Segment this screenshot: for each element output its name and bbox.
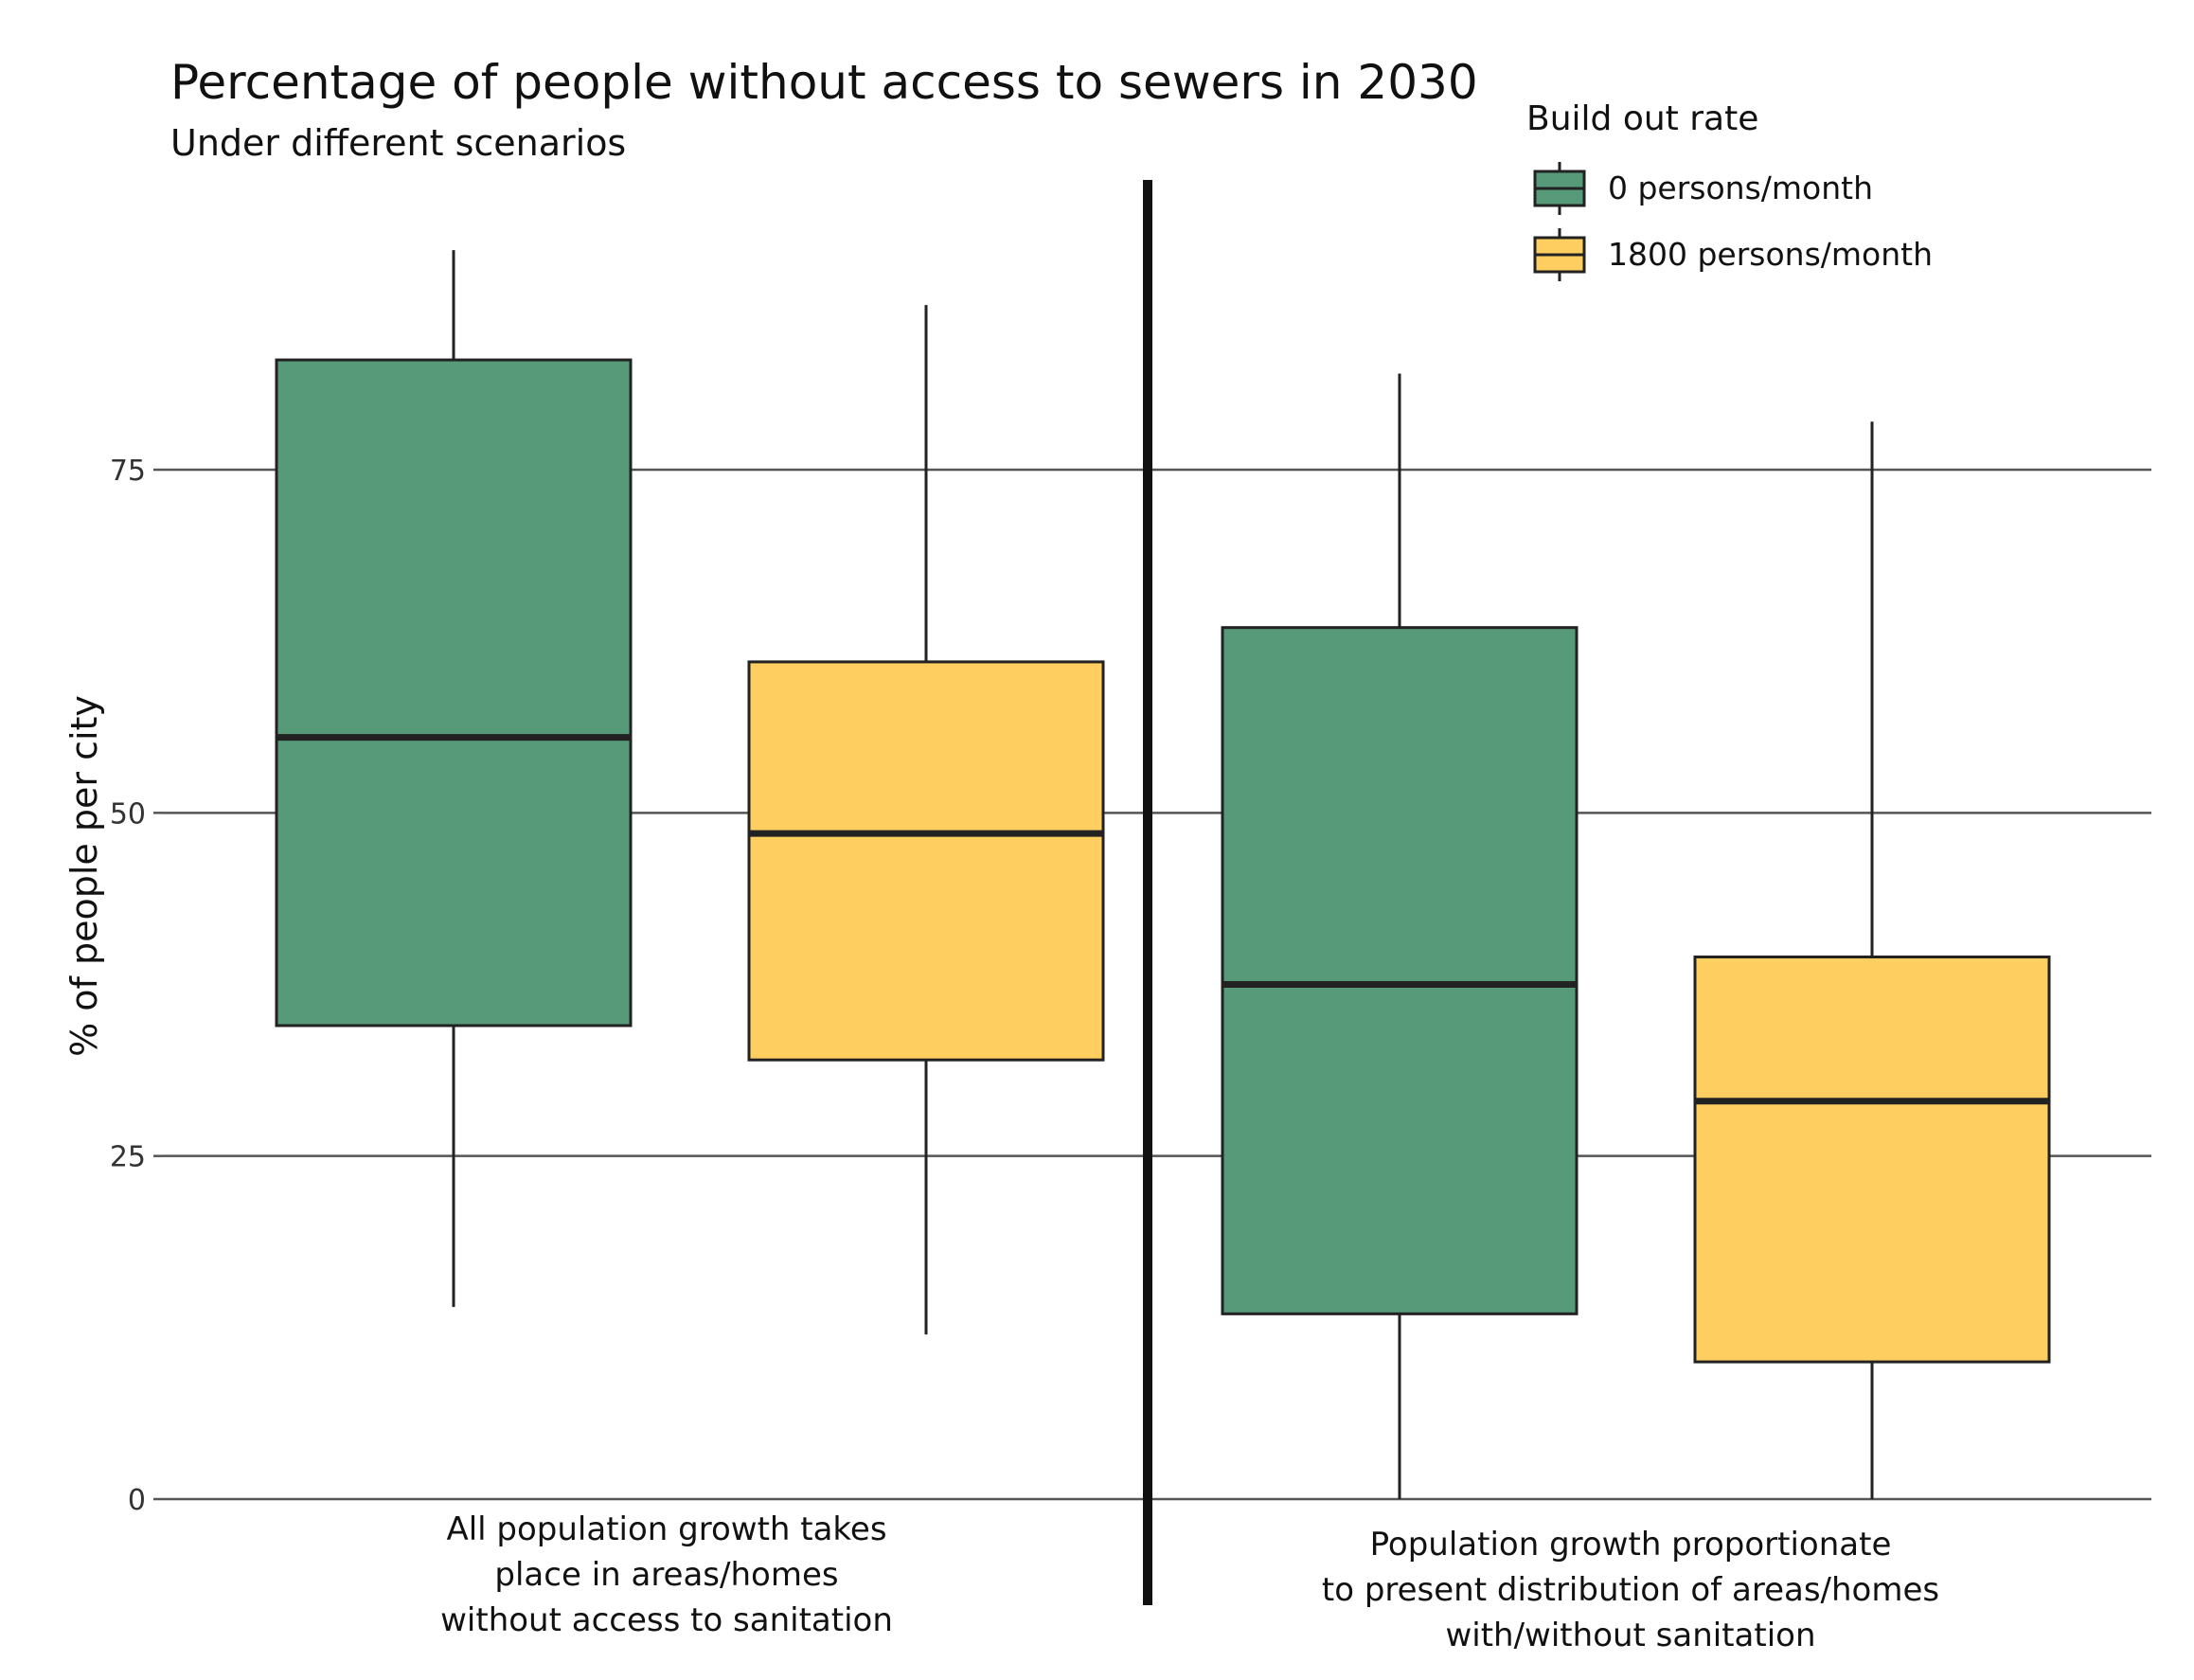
group-label-line: with/without sanitation (1445, 1617, 1815, 1654)
legend-title: Build out rate (1526, 99, 1758, 138)
box-g2-b1 (1221, 626, 1579, 1315)
box-g1-b2 (747, 660, 1105, 1062)
boxes (275, 358, 2051, 1364)
box-g1-b1 (275, 358, 633, 1028)
y-tick-label: 0 (128, 1484, 146, 1517)
legend-label: 0 persons/month (1608, 170, 1873, 206)
y-tick-label: 75 (110, 455, 146, 488)
whiskers (452, 250, 1874, 1499)
y-axis-ticks: 0 25 50 75 (110, 455, 163, 1517)
group-label-line: place in areas/homes (494, 1556, 838, 1594)
group-label-line: Population growth proportionate (1370, 1526, 1892, 1564)
group-label-line: All population growth takes (446, 1510, 886, 1548)
group-label-line: without access to sanitation (440, 1601, 893, 1639)
x-axis-group-labels: All population growth takes place in area… (440, 1510, 1939, 1654)
y-tick-label: 25 (110, 1141, 146, 1174)
y-tick-label: 50 (110, 797, 146, 831)
legend-label: 1800 persons/month (1608, 236, 1933, 273)
legend: Build out rate 0 persons/month 1800 perso… (1526, 99, 1933, 281)
chart-subtitle: Under different scenarios (170, 122, 626, 164)
y-axis-title: % of people per city (63, 695, 105, 1057)
legend-items: 0 persons/month 1800 persons/month (1533, 162, 1933, 281)
chart-title: Percentage of people without access to s… (170, 55, 1478, 110)
box-g2-b2 (1693, 956, 2051, 1364)
group-label-line: to present distribution of areas/homes (1322, 1571, 1939, 1609)
